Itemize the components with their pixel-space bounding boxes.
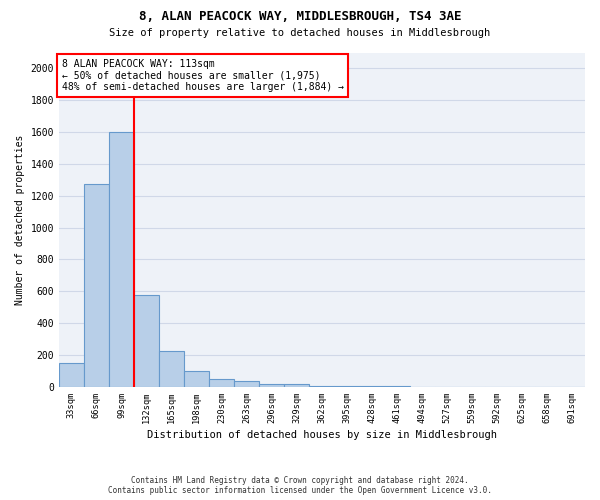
Text: 8, ALAN PEACOCK WAY, MIDDLESBROUGH, TS4 3AE: 8, ALAN PEACOCK WAY, MIDDLESBROUGH, TS4 …	[139, 10, 461, 23]
Bar	[284, 384, 310, 386]
Bar	[184, 371, 209, 386]
Text: 8 ALAN PEACOCK WAY: 113sqm
← 50% of detached houses are smaller (1,975)
48% of s: 8 ALAN PEACOCK WAY: 113sqm ← 50% of deta…	[62, 59, 344, 92]
Bar	[109, 132, 134, 386]
Text: Size of property relative to detached houses in Middlesbrough: Size of property relative to detached ho…	[109, 28, 491, 38]
Bar	[84, 184, 109, 386]
Bar	[59, 363, 84, 386]
Bar	[259, 384, 284, 386]
Text: Contains HM Land Registry data © Crown copyright and database right 2024.
Contai: Contains HM Land Registry data © Crown c…	[108, 476, 492, 495]
Bar	[209, 378, 234, 386]
Bar	[159, 351, 184, 386]
Y-axis label: Number of detached properties: Number of detached properties	[15, 134, 25, 305]
Bar	[134, 295, 159, 386]
Bar	[234, 381, 259, 386]
X-axis label: Distribution of detached houses by size in Middlesbrough: Distribution of detached houses by size …	[147, 430, 497, 440]
